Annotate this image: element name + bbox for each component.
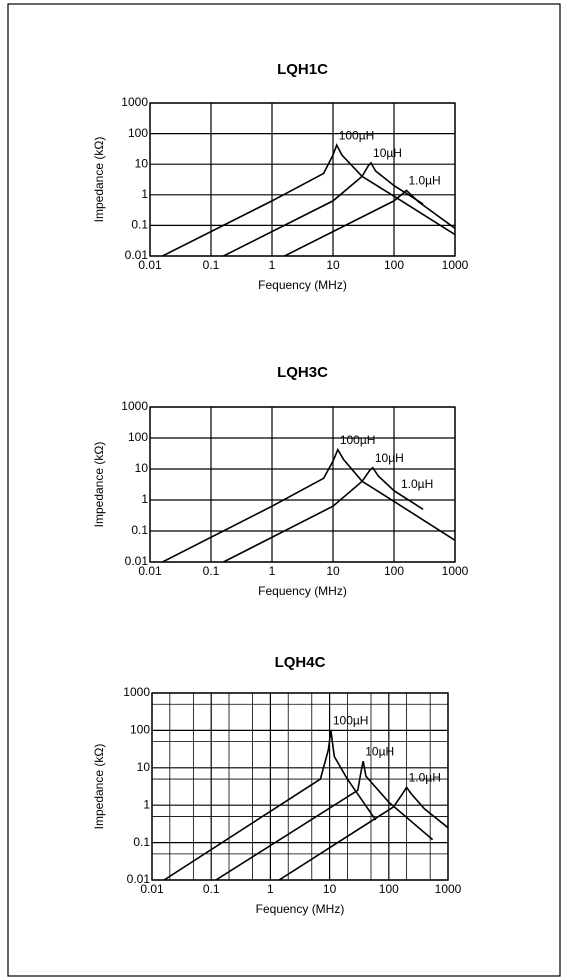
curve-label: 100µH xyxy=(333,714,369,728)
x-tick-label: 100 xyxy=(379,882,399,896)
y-tick-label: 0.1 xyxy=(131,218,148,232)
x-axis-label: Fequency (MHz) xyxy=(256,902,345,916)
curve-label: 10µH xyxy=(373,146,402,160)
curve xyxy=(162,143,455,256)
curve xyxy=(162,447,455,562)
x-tick-label: 0.01 xyxy=(138,258,162,272)
x-tick-label: 1 xyxy=(269,564,276,578)
chart-title: LQH4C xyxy=(275,654,326,671)
y-tick-label: 0.1 xyxy=(133,835,150,849)
y-tick-label: 100 xyxy=(130,723,150,737)
frame xyxy=(7,3,561,977)
x-tick-label: 1000 xyxy=(435,882,462,896)
y-tick-label: 100 xyxy=(128,430,148,444)
x-tick-label: 0.01 xyxy=(140,882,164,896)
y-axis-label: Impedance (kΩ) xyxy=(92,744,106,830)
annotation: 1.0µH xyxy=(401,477,433,491)
chart-title: LQH3C xyxy=(277,364,328,381)
x-tick-label: 100 xyxy=(384,564,404,578)
chart-title: LQH1C xyxy=(277,61,328,78)
y-tick-label: 1000 xyxy=(123,685,150,699)
y-tick-label: 0.1 xyxy=(131,523,148,537)
y-tick-label: 0.01 xyxy=(125,248,149,262)
x-tick-label: 1000 xyxy=(442,258,469,272)
x-tick-label: 1 xyxy=(269,258,276,272)
x-tick-label: 100 xyxy=(384,258,404,272)
y-axis-label: Impedance (kΩ) xyxy=(92,137,106,223)
curve-label: 10µH xyxy=(365,744,394,758)
curve xyxy=(163,730,377,880)
y-tick-label: 0.01 xyxy=(127,872,151,886)
x-tick-label: 10 xyxy=(326,564,340,578)
y-tick-label: 10 xyxy=(137,760,151,774)
x-tick-label: 1 xyxy=(267,882,274,896)
y-tick-label: 0.01 xyxy=(125,554,149,568)
x-axis-label: Fequency (MHz) xyxy=(258,584,347,598)
curve-label: 10µH xyxy=(375,451,404,465)
y-tick-label: 10 xyxy=(135,461,149,475)
y-tick-label: 1 xyxy=(141,187,148,201)
x-tick-label: 0.1 xyxy=(203,564,220,578)
curve xyxy=(223,161,424,256)
curve-label: 1.0µH xyxy=(409,771,441,785)
curve xyxy=(284,189,455,256)
plot-frame xyxy=(149,406,456,563)
x-axis-label: Fequency (MHz) xyxy=(258,278,347,292)
y-tick-label: 1000 xyxy=(121,399,148,413)
y-tick-label: 1 xyxy=(141,492,148,506)
x-tick-label: 10 xyxy=(323,882,337,896)
curve-label: 100µH xyxy=(340,433,376,447)
x-tick-label: 0.1 xyxy=(203,258,220,272)
curve-label: 1.0µH xyxy=(408,174,440,188)
y-tick-label: 1000 xyxy=(121,95,148,109)
y-tick-label: 100 xyxy=(128,126,148,140)
y-axis-label: Impedance (kΩ) xyxy=(92,442,106,528)
x-tick-label: 10 xyxy=(326,258,340,272)
x-tick-label: 1000 xyxy=(442,564,469,578)
plot-frame xyxy=(151,692,449,881)
curve-label: 100µH xyxy=(339,128,375,142)
y-tick-label: 1 xyxy=(143,797,150,811)
curve xyxy=(215,761,434,880)
curve xyxy=(223,466,424,562)
curve xyxy=(278,785,448,880)
x-tick-label: 0.1 xyxy=(203,882,220,896)
plot-frame xyxy=(149,102,456,257)
x-tick-label: 0.01 xyxy=(138,564,162,578)
y-tick-label: 10 xyxy=(135,156,149,170)
